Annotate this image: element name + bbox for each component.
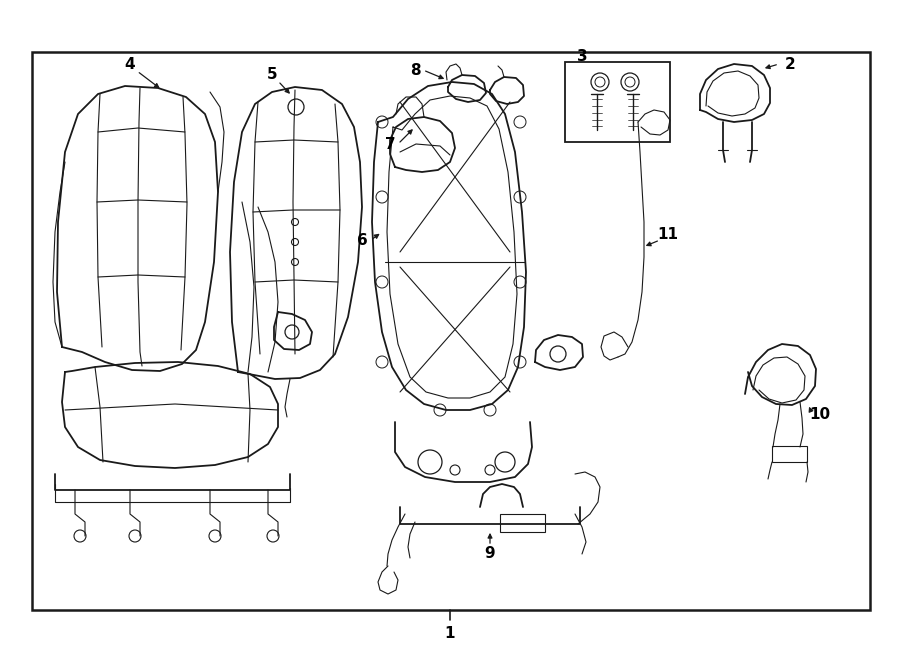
Text: 1: 1 bbox=[445, 626, 455, 641]
Text: 4: 4 bbox=[125, 56, 135, 71]
Bar bbox=[32, 52, 870, 610]
Text: 9: 9 bbox=[485, 547, 495, 561]
Text: 5: 5 bbox=[266, 66, 277, 81]
Text: 2: 2 bbox=[785, 56, 796, 71]
Text: 10: 10 bbox=[809, 406, 831, 422]
Text: 6: 6 bbox=[356, 232, 367, 248]
Text: 7: 7 bbox=[384, 136, 395, 152]
Text: 11: 11 bbox=[658, 226, 679, 242]
Bar bbox=[772, 446, 807, 462]
Text: 3: 3 bbox=[577, 48, 588, 64]
Bar bbox=[565, 62, 670, 142]
Bar bbox=[500, 514, 545, 532]
Text: 8: 8 bbox=[410, 62, 420, 77]
